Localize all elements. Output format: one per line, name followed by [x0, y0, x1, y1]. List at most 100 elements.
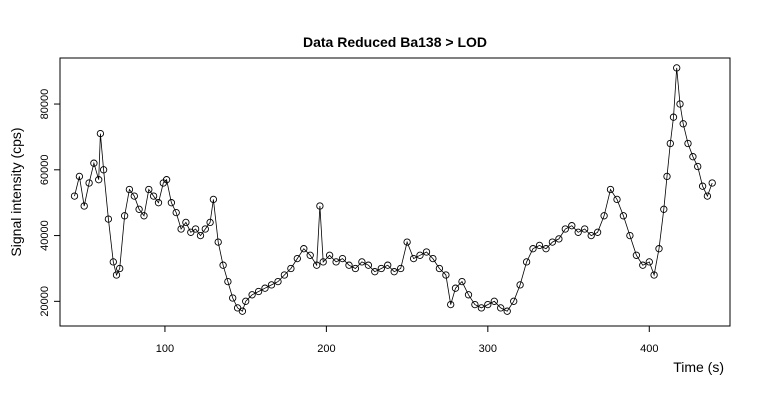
data-point: [689, 153, 697, 161]
data-point: [214, 238, 222, 246]
data-point: [313, 261, 321, 269]
data-point: [645, 258, 653, 266]
series-line: [74, 67, 713, 312]
x-axis-label: Time (s): [673, 359, 724, 375]
data-point: [390, 268, 398, 276]
x-axis: 100 200 300 400: [156, 325, 658, 355]
data-point: [233, 304, 242, 312]
data-point: [639, 261, 647, 269]
data-point: [655, 245, 663, 253]
y-tick-label: 40000: [39, 220, 51, 251]
data-point: [606, 185, 615, 194]
data-point: [95, 176, 103, 184]
data-point: [516, 281, 524, 289]
data-point: [477, 304, 486, 312]
plot-frame: [59, 57, 731, 327]
data-point: [187, 228, 195, 236]
data-point: [451, 284, 460, 292]
data-point: [548, 238, 557, 246]
data-point: [209, 195, 218, 204]
data-point: [626, 231, 634, 240]
data-point: [238, 307, 247, 315]
y-tick-label: 60000: [39, 155, 51, 186]
data-point: [593, 228, 602, 236]
data-point: [319, 258, 327, 266]
data-point: [172, 208, 180, 217]
data-point: [90, 159, 98, 167]
data-point: [351, 264, 360, 273]
data-point: [261, 284, 269, 292]
data-point: [112, 271, 121, 279]
data-point: [703, 192, 712, 200]
data-point: [293, 254, 301, 263]
data-point: [201, 225, 209, 233]
data-point: [377, 264, 385, 273]
data-point: [248, 291, 256, 299]
data-point: [162, 176, 171, 184]
data-point: [364, 261, 373, 269]
data-point: [574, 228, 582, 236]
data-point: [663, 172, 671, 181]
data-point: [85, 179, 93, 187]
data-point: [503, 307, 511, 315]
chart-title: Data Reduced Ba138 > LOD: [303, 34, 487, 50]
data-point: [224, 277, 232, 286]
data-point: [581, 225, 589, 233]
data-point: [80, 202, 88, 210]
data-point: [600, 212, 608, 220]
data-point: [130, 192, 138, 200]
data-point: [669, 113, 678, 121]
data-point: [397, 264, 405, 273]
data-point: [435, 264, 444, 273]
data-point: [125, 185, 134, 194]
data-point: [568, 222, 576, 230]
x-tick-label: 300: [479, 343, 497, 355]
data-point: [497, 304, 505, 312]
data-point: [416, 251, 424, 259]
data-point: [510, 297, 518, 305]
data-point: [708, 179, 716, 187]
data-layer: [70, 64, 716, 315]
data-point: [542, 245, 550, 253]
data-point: [555, 235, 563, 243]
y-axis: 20000 40000 60000 80000: [39, 89, 61, 317]
data-point: [280, 271, 289, 279]
data-point: [206, 218, 214, 227]
y-tick-label: 80000: [39, 89, 51, 120]
data-point: [371, 268, 379, 276]
data-point: [116, 264, 124, 273]
data-point: [274, 277, 282, 286]
data-point: [650, 271, 658, 279]
data-point: [120, 212, 129, 220]
data-point: [684, 139, 692, 148]
data-point: [619, 212, 628, 220]
data-point: [676, 100, 684, 108]
data-point: [679, 120, 687, 128]
y-tick-label: 20000: [39, 286, 51, 317]
data-point: [154, 199, 163, 207]
data-point: [300, 245, 308, 253]
data-point: [104, 215, 113, 223]
data-point: [316, 202, 324, 210]
data-point: [384, 261, 392, 269]
data-point: [75, 172, 84, 181]
data-point: [70, 192, 79, 200]
data-point: [332, 258, 340, 266]
x-tick-label: 100: [156, 343, 174, 355]
data-point: [673, 64, 681, 72]
data-point: [613, 195, 621, 204]
data-point: [219, 261, 227, 269]
data-point: [306, 251, 314, 259]
data-point: [442, 271, 450, 279]
data-point: [267, 281, 276, 289]
data-point: [182, 218, 190, 227]
data-point: [196, 231, 205, 240]
data-point: [145, 185, 153, 194]
y-axis-label: Signal intensity (cps): [8, 127, 24, 256]
data-point: [167, 199, 176, 207]
data-point: [490, 297, 498, 305]
data-point: [287, 264, 295, 273]
data-point: [409, 254, 418, 263]
data-point: [242, 297, 250, 305]
